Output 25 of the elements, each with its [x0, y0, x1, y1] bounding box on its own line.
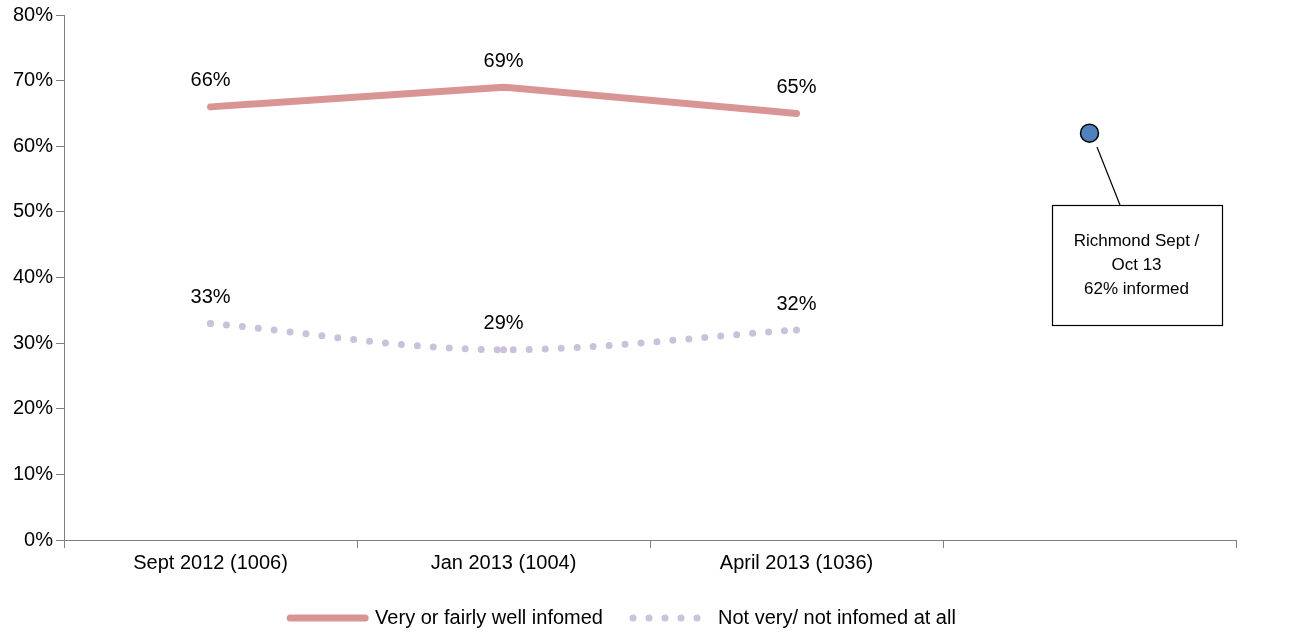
y-tick-label: 10%	[13, 461, 54, 484]
y-tick-label: 70%	[13, 68, 54, 91]
x-tick-label: April 2013 (1036)	[719, 550, 874, 573]
x-tick-label: Sept 2012 (1006)	[133, 550, 288, 573]
legend-label: Very or fairly well infomed	[375, 605, 603, 628]
data-label: 33%	[190, 284, 231, 307]
point	[1079, 123, 1100, 143]
data-label: 69%	[483, 48, 524, 71]
x-tick-label: Jan 2013 (1004)	[430, 550, 577, 573]
y-tick-label: 80%	[13, 2, 54, 25]
y-tick-label: 20%	[13, 396, 54, 419]
y-tick-label: 50%	[13, 199, 54, 222]
point	[500, 346, 508, 354]
legend-label: Not very/ not infomed at all	[717, 605, 956, 628]
data-label: 32%	[776, 291, 817, 314]
data-label: 29%	[483, 311, 524, 334]
y-tick-label: 40%	[13, 265, 54, 288]
y-tick-label: 60%	[13, 133, 54, 156]
annotation: Richmond Sept / Oct 13 62% informed	[1073, 230, 1200, 298]
y-tick-label: 0%	[24, 527, 54, 550]
data-label: 66%	[190, 68, 231, 91]
y-tick-label: 30%	[13, 330, 54, 353]
point	[793, 326, 801, 334]
data-label: 65%	[776, 74, 817, 97]
point	[207, 319, 215, 327]
